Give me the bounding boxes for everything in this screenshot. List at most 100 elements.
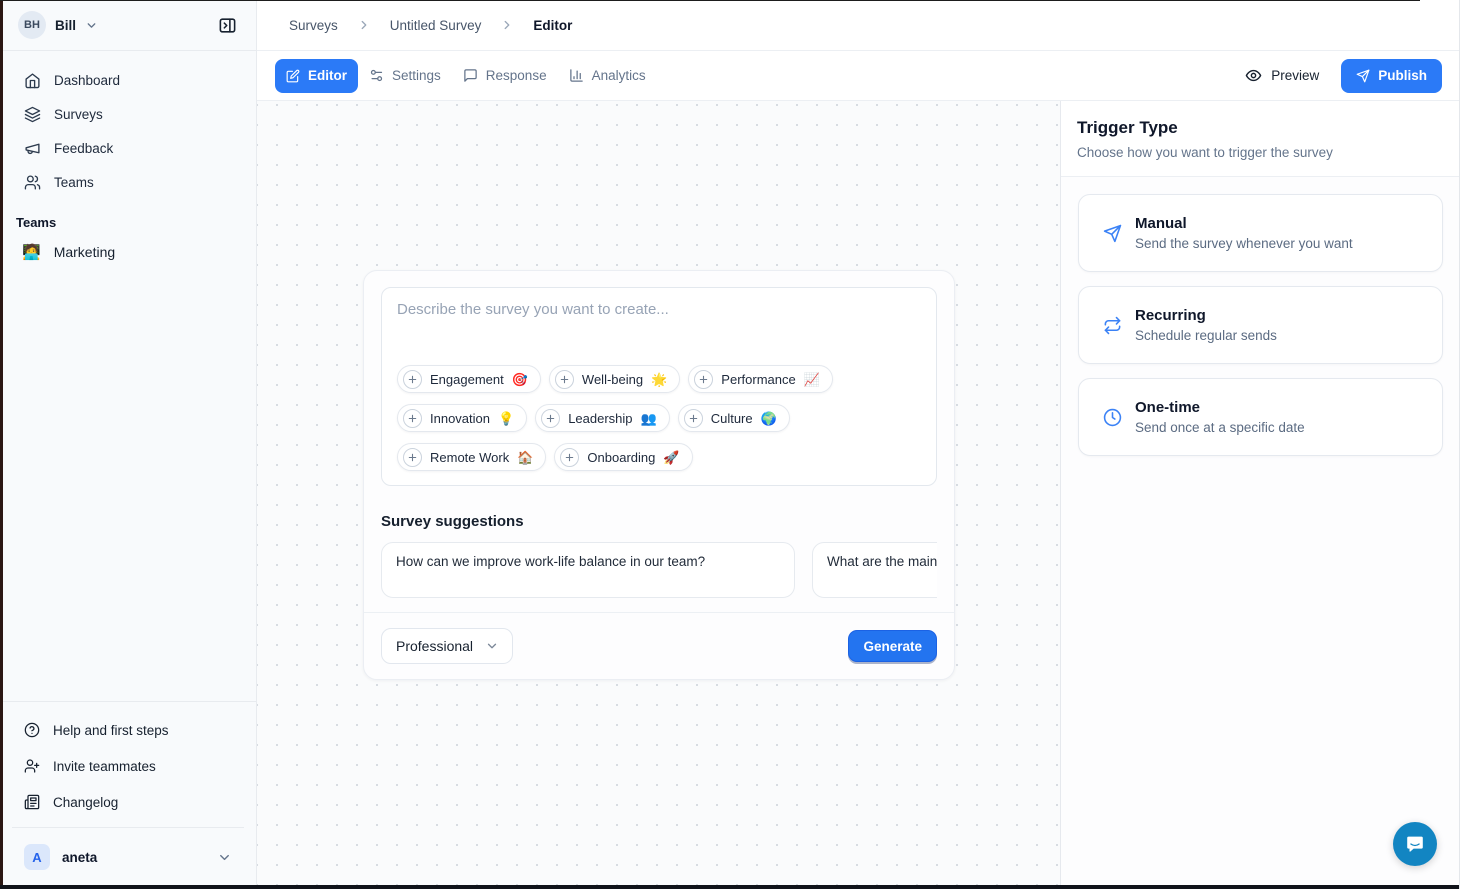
workspace-name: Bill: [55, 17, 77, 33]
chip-label: Culture: [710, 410, 753, 426]
publish-button[interactable]: Publish: [1341, 58, 1442, 93]
sidebar-item-dashboard[interactable]: Dashboard: [16, 63, 240, 97]
tone-select[interactable]: Professional: [381, 628, 514, 664]
plus-icon: [560, 447, 580, 467]
chip-leadership[interactable]: Leadership 👥: [535, 404, 670, 432]
chat-launcher-button[interactable]: [1393, 822, 1437, 866]
chip-label: Well-being: [581, 371, 644, 387]
workspace-avatar: BH: [18, 11, 46, 39]
sidebar-item-surveys[interactable]: Surveys: [16, 97, 240, 131]
tab-label: Editor: [308, 68, 347, 83]
chip-culture[interactable]: Culture 🌍: [677, 404, 790, 432]
plus-icon: [683, 408, 703, 428]
chip-label: Onboarding: [587, 449, 656, 465]
trigger-option-one-time[interactable]: One-time Send once at a specific date: [1078, 378, 1443, 456]
home-icon: [24, 72, 41, 89]
trigger-option-description: Schedule regular sends: [1135, 328, 1277, 343]
layers-icon: [24, 106, 41, 123]
chip-label: Leadership: [568, 410, 633, 426]
chip-emoji: 📈: [803, 371, 820, 387]
sidebar-item-changelog[interactable]: Changelog: [16, 784, 240, 820]
sliders-icon: [369, 68, 384, 83]
chevron-down-icon: [485, 639, 499, 653]
generate-button[interactable]: Generate: [848, 630, 937, 662]
sidebar-item-teams[interactable]: Teams: [16, 165, 240, 199]
send-icon: [1103, 224, 1122, 243]
footer-item-label: Help and first steps: [53, 722, 169, 738]
chip-engagement[interactable]: Engagement 🎯: [397, 365, 541, 393]
panel-collapse-icon: [218, 16, 237, 35]
chip-emoji: 🌍: [760, 410, 777, 426]
workspace-switcher[interactable]: BH Bill: [0, 0, 256, 51]
sidebar-item-feedback[interactable]: Feedback: [16, 131, 240, 165]
survey-generator-card: Describe the survey you want to create..…: [363, 270, 955, 680]
chip-emoji: 🏠: [517, 449, 534, 465]
sidebar-item-invite[interactable]: Invite teammates: [16, 748, 240, 784]
chat-bubble-icon: [1404, 833, 1426, 855]
breadcrumb-untitled-survey[interactable]: Untitled Survey: [389, 17, 482, 33]
breadcrumb-editor: Editor: [533, 17, 573, 33]
breadcrumb-surveys[interactable]: Surveys: [289, 17, 338, 33]
suggestion-card[interactable]: How can we improve work-life balance in …: [381, 542, 795, 598]
chip-well-being[interactable]: Well-being 🌟: [548, 365, 681, 393]
repeat-icon: [1103, 316, 1122, 335]
chip-remote-work[interactable]: Remote Work 🏠: [397, 443, 547, 471]
plus-icon: [403, 408, 422, 428]
window-edge: [0, 885, 1460, 889]
send-icon: [1356, 69, 1370, 83]
sidebar-footer: Help and first steps Invite teammates Ch…: [0, 701, 256, 885]
user-plus-icon: [24, 758, 40, 774]
divider: [12, 827, 244, 828]
trigger-option-title: One-time: [1135, 399, 1201, 416]
chip-emoji: 🌟: [651, 371, 668, 387]
publish-label: Publish: [1378, 68, 1427, 83]
generator-footer: Professional Generate: [364, 612, 954, 679]
marketing-team-emoji: 🧑‍💻: [22, 243, 41, 261]
trigger-panel-title: Trigger Type: [1077, 118, 1178, 137]
footer-item-label: Changelog: [53, 794, 119, 810]
account-avatar: A: [24, 844, 50, 870]
chip-emoji: 💡: [498, 410, 515, 426]
plus-icon: [554, 369, 574, 389]
trigger-option-title: Recurring: [1135, 307, 1206, 324]
chevron-down-icon: [217, 850, 232, 865]
sidebar-item-label: Feedback: [54, 140, 114, 156]
bar-chart-icon: [569, 68, 584, 83]
editor-toolbar: Editor Settings Response Analytics Previ…: [257, 51, 1460, 101]
trigger-option-manual[interactable]: Manual Send the survey whenever you want: [1078, 194, 1443, 272]
sidebar-team-marketing[interactable]: 🧑‍💻 Marketing: [0, 236, 256, 268]
tab-label: Response: [485, 68, 547, 83]
teams-section-label: Teams: [16, 215, 57, 230]
preview-button[interactable]: Preview: [1245, 67, 1319, 84]
tab-analytics[interactable]: Analytics: [558, 59, 657, 93]
chip-emoji: 🎯: [511, 371, 528, 387]
breadcrumb: Surveys Untitled Survey Editor: [289, 18, 572, 33]
chevron-right-icon: [500, 18, 514, 32]
chip-label: Engagement: [430, 371, 504, 387]
tab-editor[interactable]: Editor: [275, 58, 358, 93]
trigger-panel-subtitle: Choose how you want to trigger the surve…: [1077, 145, 1333, 160]
topic-chips: Engagement 🎯 Well-being 🌟 Performance 📈: [397, 365, 921, 471]
sidebar-item-label: Teams: [54, 174, 94, 190]
survey-prompt-input[interactable]: Describe the survey you want to create..…: [381, 287, 937, 486]
account-name: aneta: [62, 849, 98, 865]
trigger-panel-header: Trigger Type Choose how you want to trig…: [1061, 101, 1460, 177]
trigger-type-panel: Trigger Type Choose how you want to trig…: [1060, 101, 1460, 889]
window-edge: [0, 0, 1420, 1]
sidebar-collapse-button[interactable]: [212, 10, 242, 40]
tab-label: Settings: [392, 68, 441, 83]
tab-response[interactable]: Response: [452, 59, 558, 93]
chip-innovation[interactable]: Innovation 💡: [397, 404, 528, 432]
message-square-icon: [463, 68, 478, 83]
changelog-icon: [24, 794, 40, 810]
account-menu[interactable]: A aneta: [16, 835, 240, 879]
chip-onboarding[interactable]: Onboarding 🚀: [554, 443, 693, 471]
users-icon: [24, 174, 41, 191]
chip-performance[interactable]: Performance 📈: [688, 365, 833, 393]
editor-canvas[interactable]: Describe the survey you want to create..…: [257, 101, 1060, 889]
trigger-option-recurring[interactable]: Recurring Schedule regular sends: [1078, 286, 1443, 364]
sidebar-item-help[interactable]: Help and first steps: [16, 712, 240, 748]
suggestion-card[interactable]: What are the main ob: [812, 542, 937, 598]
chip-label: Innovation: [430, 410, 490, 426]
tab-settings[interactable]: Settings: [358, 59, 452, 93]
